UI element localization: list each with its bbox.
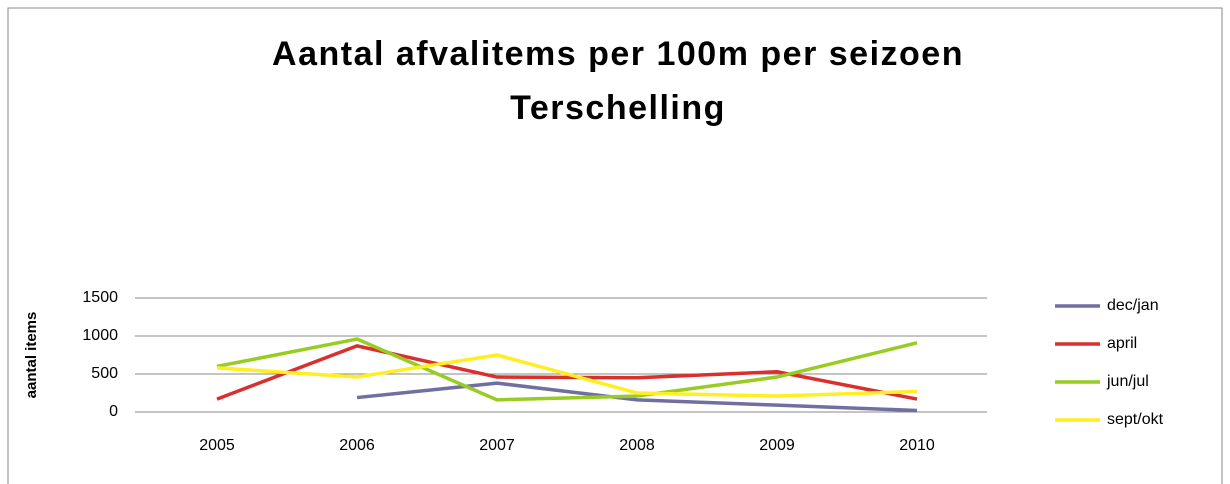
x-tick-label: 2005 — [199, 437, 235, 454]
series-line — [216, 353, 918, 398]
x-tick-label: 2010 — [899, 437, 935, 454]
y-tick-label: 0 — [109, 403, 118, 420]
y-tick-label: 1000 — [82, 327, 118, 344]
series-line — [216, 344, 918, 401]
chart-frame — [7, 7, 1223, 484]
series-line — [216, 337, 918, 402]
y-tick-label: 1500 — [82, 289, 118, 306]
legend-label: dec/jan — [1107, 297, 1159, 314]
x-tick-label: 2007 — [479, 437, 515, 454]
series-line — [356, 381, 918, 413]
legend-label: sept/okt — [1107, 411, 1164, 428]
legend-label: jun/jul — [1106, 373, 1149, 390]
legend-label: april — [1107, 335, 1137, 352]
chart-title: Terschelling — [510, 89, 726, 127]
x-tick-label: 2006 — [339, 437, 375, 454]
x-tick-label: 2008 — [619, 437, 655, 454]
y-tick-label: 500 — [91, 365, 118, 382]
x-tick-label: 2009 — [759, 437, 795, 454]
chart-title: Aantal afvalitems per 100m per seizoen — [272, 35, 964, 73]
y-axis-title: aantal items — [23, 312, 40, 399]
